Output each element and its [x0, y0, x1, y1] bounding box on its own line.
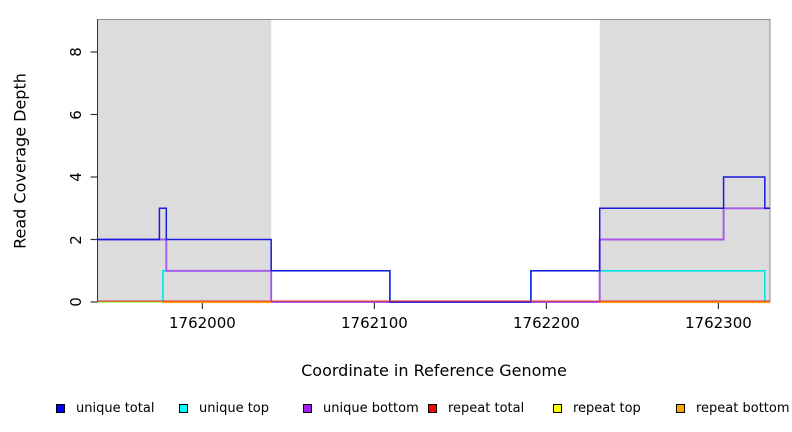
legend-swatch-repeat_top	[553, 404, 562, 413]
x-tick-label: 1762000	[169, 314, 236, 332]
legend-label: unique total	[76, 401, 155, 416]
legend-swatch-repeat_total	[428, 404, 437, 413]
legend-label: repeat bottom	[696, 401, 790, 416]
series-line-unique_total	[97, 176, 770, 303]
legend-label: repeat total	[448, 401, 525, 416]
y-tick-label: 0	[67, 297, 85, 307]
legend-item-repeat_top: repeat top	[553, 401, 641, 416]
y-axis-title: Read Coverage Depth	[10, 73, 30, 249]
legend-item-unique_total: unique total	[56, 401, 154, 416]
legend-swatch-repeat_bottom	[676, 404, 685, 413]
x-tick-label: 1762200	[513, 314, 580, 332]
repeat-region-shading	[599, 20, 770, 302]
x-tick-label: 1762300	[684, 314, 752, 332]
legend-label: unique bottom	[323, 401, 419, 416]
legend-item-unique_bottom: unique bottom	[303, 401, 419, 416]
legend-label: unique top	[199, 401, 270, 416]
repeat-region-shading	[97, 20, 272, 302]
x-axis-title: Coordinate in Reference Genome	[301, 361, 567, 380]
legend-swatch-unique_bottom	[303, 404, 312, 413]
y-tick-label: 2	[67, 234, 85, 245]
y-tick-label: 4	[67, 172, 85, 182]
legend-item-unique_top: unique top	[179, 401, 269, 416]
x-tick-label: 1762100	[341, 314, 408, 332]
legend-item-repeat_bottom: repeat bottom	[676, 401, 790, 416]
legend-item-repeat_total: repeat total	[428, 401, 524, 416]
legend-label: repeat top	[573, 401, 641, 416]
legend-swatch-unique_top	[179, 404, 188, 413]
legend-swatch-unique_total	[56, 404, 65, 413]
y-tick-label: 8	[67, 47, 85, 57]
y-tick-label: 6	[67, 109, 85, 120]
chart-legend: unique total unique top unique bottom repea…	[0, 397, 792, 429]
